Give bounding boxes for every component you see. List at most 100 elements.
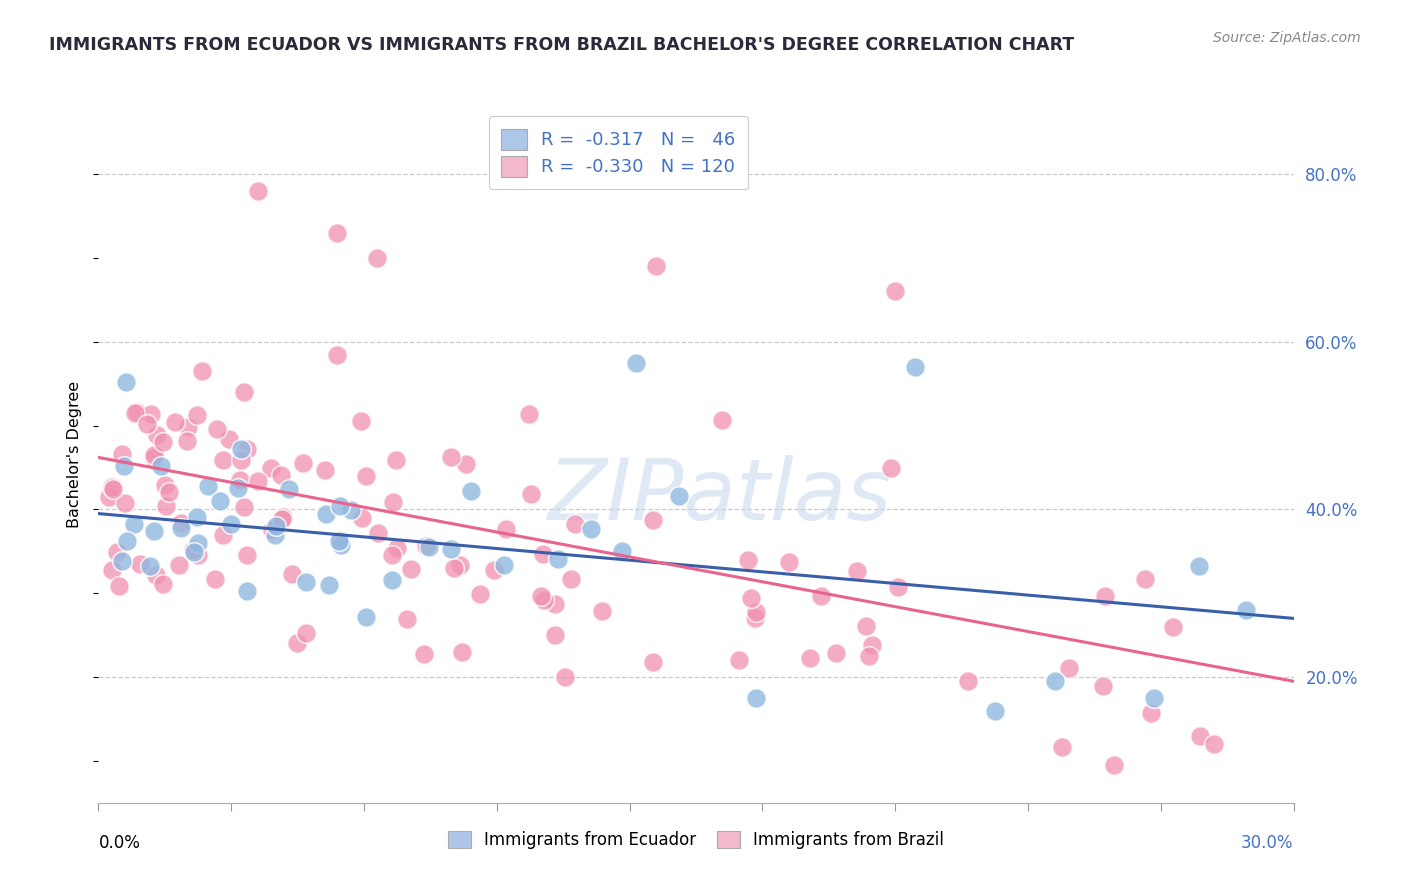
Point xyxy=(778,555,800,569)
Point xyxy=(262,524,284,538)
Point xyxy=(229,453,252,467)
Point xyxy=(517,407,540,421)
Point xyxy=(326,226,349,240)
Point xyxy=(205,422,228,436)
Point xyxy=(111,554,134,568)
Point xyxy=(1143,691,1166,706)
Point xyxy=(1140,706,1163,720)
Point xyxy=(591,604,613,618)
Point xyxy=(165,415,187,429)
Point xyxy=(236,584,259,599)
Point xyxy=(115,375,138,389)
Point xyxy=(98,490,121,504)
Point xyxy=(350,511,373,525)
Point xyxy=(138,558,160,573)
Point xyxy=(626,356,648,370)
Point xyxy=(314,463,336,477)
Point xyxy=(382,495,405,509)
Point xyxy=(710,413,733,427)
Point xyxy=(495,522,517,536)
Point xyxy=(204,572,226,586)
Point xyxy=(581,522,603,536)
Point xyxy=(745,605,768,619)
Point xyxy=(100,480,122,494)
Point xyxy=(1188,559,1211,574)
Point xyxy=(152,434,174,449)
Point xyxy=(170,521,193,535)
Point xyxy=(356,609,378,624)
Point xyxy=(544,628,567,642)
Point xyxy=(292,456,315,470)
Point xyxy=(395,612,418,626)
Point xyxy=(190,364,212,378)
Point xyxy=(845,564,868,578)
Point xyxy=(129,558,152,572)
Point xyxy=(799,651,821,665)
Point xyxy=(186,510,208,524)
Point xyxy=(226,481,249,495)
Point xyxy=(246,184,269,198)
Text: 30.0%: 30.0% xyxy=(1241,834,1294,852)
Point xyxy=(1043,674,1066,689)
Text: ZIPatlas: ZIPatlas xyxy=(548,455,891,538)
Point xyxy=(153,477,176,491)
Point xyxy=(413,647,436,661)
Point xyxy=(115,534,138,549)
Point xyxy=(904,359,927,374)
Point xyxy=(443,561,465,575)
Point xyxy=(212,453,235,467)
Point xyxy=(176,434,198,448)
Point xyxy=(105,545,128,559)
Point xyxy=(235,548,257,562)
Point xyxy=(145,567,167,582)
Point xyxy=(100,563,122,577)
Point xyxy=(727,653,749,667)
Point xyxy=(880,461,903,475)
Point xyxy=(141,407,163,421)
Point xyxy=(142,524,165,538)
Point xyxy=(451,645,474,659)
Point xyxy=(1161,620,1184,634)
Point xyxy=(181,542,204,557)
Legend: Immigrants from Ecuador, Immigrants from Brazil: Immigrants from Ecuador, Immigrants from… xyxy=(440,822,952,857)
Point xyxy=(233,500,256,514)
Text: 0.0%: 0.0% xyxy=(98,834,141,852)
Point xyxy=(544,597,567,611)
Point xyxy=(318,578,340,592)
Point xyxy=(107,579,129,593)
Point xyxy=(1234,603,1257,617)
Point xyxy=(270,468,292,483)
Point xyxy=(114,496,136,510)
Point xyxy=(260,461,283,475)
Point xyxy=(381,573,404,587)
Point xyxy=(328,533,350,548)
Point xyxy=(1091,679,1114,693)
Point xyxy=(482,563,505,577)
Point xyxy=(125,405,148,419)
Point xyxy=(326,348,349,362)
Point xyxy=(554,670,576,684)
Point xyxy=(219,517,242,532)
Point xyxy=(329,533,352,547)
Point xyxy=(415,540,437,554)
Point xyxy=(1133,572,1156,586)
Point xyxy=(271,512,294,526)
Point xyxy=(187,535,209,549)
Point xyxy=(152,576,174,591)
Point xyxy=(740,591,762,605)
Point xyxy=(810,589,832,603)
Text: IMMIGRANTS FROM ECUADOR VS IMMIGRANTS FROM BRAZIL BACHELOR'S DEGREE CORRELATION : IMMIGRANTS FROM ECUADOR VS IMMIGRANTS FR… xyxy=(49,36,1074,54)
Point xyxy=(449,558,471,572)
Point xyxy=(278,483,301,497)
Point xyxy=(186,409,208,423)
Point xyxy=(367,525,389,540)
Point xyxy=(884,285,907,299)
Point xyxy=(112,458,135,473)
Point xyxy=(385,541,408,556)
Point xyxy=(1188,729,1211,743)
Point xyxy=(860,638,883,652)
Text: Source: ZipAtlas.com: Source: ZipAtlas.com xyxy=(1213,31,1361,45)
Point xyxy=(295,575,318,590)
Point xyxy=(366,251,388,265)
Point xyxy=(281,566,304,581)
